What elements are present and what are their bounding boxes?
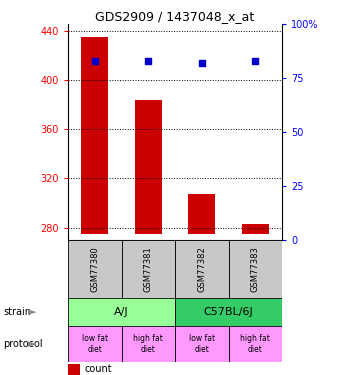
Title: GDS2909 / 1437048_x_at: GDS2909 / 1437048_x_at [96, 10, 255, 23]
Text: ►: ► [28, 307, 36, 317]
Text: GSM77382: GSM77382 [198, 246, 206, 292]
Point [146, 58, 151, 64]
Text: high fat
diet: high fat diet [240, 334, 270, 354]
Text: A/J: A/J [114, 307, 129, 317]
Text: C57BL/6J: C57BL/6J [204, 307, 254, 317]
Bar [228, 240, 282, 298]
Bar [188, 194, 215, 234]
Bar [175, 326, 228, 362]
Bar [68, 298, 175, 326]
Point [92, 58, 98, 64]
Text: GSM77381: GSM77381 [144, 246, 153, 292]
Bar [121, 326, 175, 362]
Bar [175, 298, 282, 326]
Text: low fat
diet: low fat diet [82, 334, 108, 354]
Bar [68, 240, 121, 298]
Text: low fat
diet: low fat diet [189, 334, 215, 354]
Bar [68, 364, 80, 375]
Text: high fat
diet: high fat diet [133, 334, 163, 354]
Text: strain: strain [3, 307, 31, 317]
Point [253, 58, 258, 64]
Bar [135, 99, 162, 234]
Text: ►: ► [28, 339, 36, 349]
Bar [81, 37, 108, 234]
Bar [175, 240, 228, 298]
Text: protocol: protocol [3, 339, 43, 349]
Point [199, 60, 205, 66]
Bar [228, 326, 282, 362]
Text: GSM77380: GSM77380 [90, 246, 99, 292]
Bar [68, 326, 121, 362]
Text: count: count [84, 364, 112, 374]
Bar [121, 240, 175, 298]
Bar [242, 224, 269, 234]
Text: GSM77383: GSM77383 [251, 246, 260, 292]
